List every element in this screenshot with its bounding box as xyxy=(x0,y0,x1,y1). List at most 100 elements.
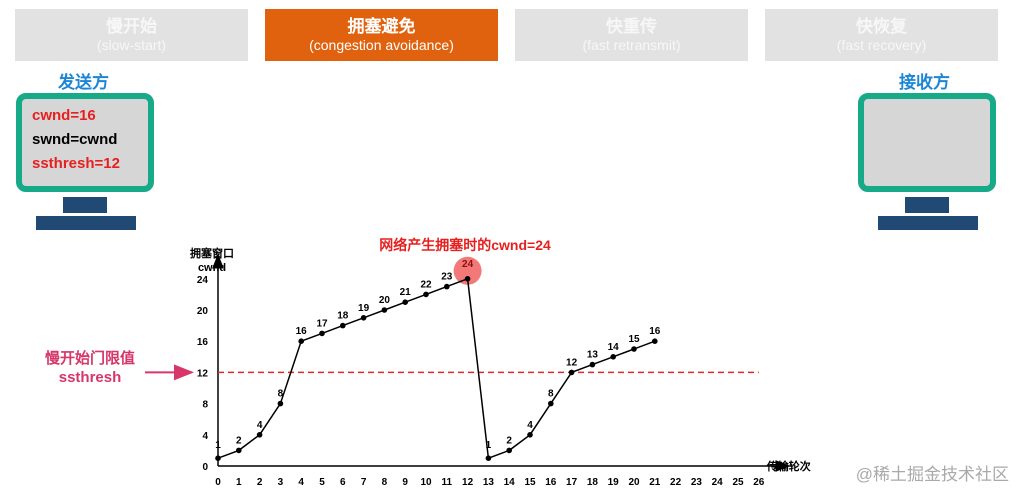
data-point xyxy=(568,369,575,376)
x-tick-label: 7 xyxy=(361,477,367,488)
data-label: 2 xyxy=(236,435,242,446)
x-tick-label: 8 xyxy=(382,477,388,488)
x-tick-label: 9 xyxy=(402,477,408,488)
receiver-screen xyxy=(868,103,986,182)
threshold-label-cn: 慢开始门限值 xyxy=(44,350,135,367)
watermark: @稀土掘金技术社区 xyxy=(855,465,1009,484)
tab-fast-retransmit[interactable]: 快重传 (fast retransmit) xyxy=(515,9,748,61)
y-tick-label: 0 xyxy=(202,462,208,473)
tab-subtitle: (fast retransmit) xyxy=(582,36,681,53)
tab-subtitle: (fast recovery) xyxy=(836,36,927,53)
data-label: 13 xyxy=(587,350,599,361)
x-tick-label: 1 xyxy=(236,477,242,488)
tab-title: 快重传 xyxy=(606,16,657,36)
x-tick-label: 2 xyxy=(257,477,263,488)
receiver-label: 接收方 xyxy=(899,73,950,92)
sender-monitor: cwnd=16 swnd=cwnd ssthresh=12 xyxy=(16,93,154,192)
y-axis-label-unit: cwnd xyxy=(198,262,226,274)
x-tick-label: 18 xyxy=(587,477,599,488)
tab-slow-start[interactable]: 慢开始 (slow-start) xyxy=(15,9,248,61)
x-tick-label: 6 xyxy=(340,477,346,488)
x-tick-label: 22 xyxy=(670,477,682,488)
data-point xyxy=(402,299,409,306)
data-point xyxy=(444,283,450,290)
x-tick-label: 13 xyxy=(483,477,495,488)
data-point xyxy=(236,447,242,454)
data-point xyxy=(381,307,388,313)
tab-subtitle: (congestion avoidance) xyxy=(309,36,454,53)
x-tick-label: 24 xyxy=(712,477,724,488)
data-point xyxy=(423,291,429,298)
x-tick-label: 11 xyxy=(442,477,453,488)
data-label: 14 xyxy=(608,342,620,353)
threshold-label-en: ssthresh xyxy=(58,368,122,386)
y-tick-label: 4 xyxy=(202,431,208,442)
data-label: 12 xyxy=(566,357,578,368)
x-tick-label: 5 xyxy=(319,477,325,488)
sender-swnd: swnd=cwnd xyxy=(32,131,118,148)
data-point xyxy=(631,346,637,352)
data-point xyxy=(610,354,616,360)
receiver-monitor xyxy=(858,93,996,192)
tab-title: 拥塞避免 xyxy=(347,16,416,36)
x-tick-label: 19 xyxy=(608,477,620,488)
data-label: 23 xyxy=(441,272,453,283)
receiver-monitor-stand xyxy=(905,197,949,213)
y-tick-label: 16 xyxy=(197,337,209,348)
data-label: 20 xyxy=(379,295,391,306)
sender-label: 发送方 xyxy=(58,73,109,92)
y-tick-label: 24 xyxy=(197,275,209,286)
x-tick-label: 4 xyxy=(298,477,304,488)
data-label: 4 xyxy=(257,420,263,431)
x-tick-label: 16 xyxy=(545,477,557,488)
data-label: 15 xyxy=(628,334,640,345)
data-point xyxy=(277,400,284,407)
data-label: 8 xyxy=(278,389,284,400)
sender-screen: cwnd=16 swnd=cwnd ssthresh=12 xyxy=(26,103,144,182)
data-point xyxy=(215,455,221,462)
x-tick-label: 25 xyxy=(732,477,744,488)
data-point xyxy=(319,330,325,337)
data-label: 22 xyxy=(420,279,432,290)
tab-fast-recovery[interactable]: 快恢复 (fast recovery) xyxy=(765,9,998,61)
sender-monitor-base xyxy=(36,216,136,230)
x-tick-label: 21 xyxy=(649,477,661,488)
y-axis-label: 拥塞窗口 xyxy=(190,246,234,260)
data-label: 16 xyxy=(649,326,661,337)
data-point xyxy=(527,432,533,438)
x-tick-label: 10 xyxy=(420,477,432,488)
x-tick-label: 0 xyxy=(215,477,221,488)
tab-title: 快恢复 xyxy=(856,16,907,36)
data-label: 1 xyxy=(486,440,492,451)
data-point xyxy=(298,338,305,345)
data-label: 19 xyxy=(358,303,370,314)
x-tick-label: 17 xyxy=(566,477,578,488)
data-point xyxy=(548,400,554,407)
congestion-highlight xyxy=(453,256,482,285)
data-point xyxy=(506,447,512,454)
cwnd-series-line xyxy=(217,277,656,460)
tab-title: 慢开始 xyxy=(106,16,157,36)
data-point xyxy=(256,432,263,438)
tab-congestion-avoidance[interactable]: 拥塞避免 (congestion avoidance) xyxy=(265,9,498,61)
data-point xyxy=(485,455,492,462)
threshold-label: 慢开始门限值 ssthresh xyxy=(40,350,140,388)
sender-cwnd: cwnd=16 xyxy=(32,107,96,124)
data-label: 1 xyxy=(215,440,221,451)
x-axis-label: 传输轮次 xyxy=(766,459,811,473)
x-tick-label: 14 xyxy=(504,477,516,488)
data-label: 8 xyxy=(548,389,554,400)
receiver-monitor-base xyxy=(878,216,978,230)
data-label: 16 xyxy=(296,326,308,337)
x-tick-label: 3 xyxy=(278,477,284,488)
x-tick-label: 12 xyxy=(462,477,474,488)
data-point xyxy=(652,338,658,345)
data-label: 24 xyxy=(462,259,474,270)
data-label: 2 xyxy=(506,435,512,446)
x-tick-label: 23 xyxy=(691,477,703,488)
data-label: 21 xyxy=(400,287,412,298)
y-tick-label: 8 xyxy=(202,400,208,411)
data-point xyxy=(340,322,346,329)
x-tick-label: 15 xyxy=(524,477,536,488)
